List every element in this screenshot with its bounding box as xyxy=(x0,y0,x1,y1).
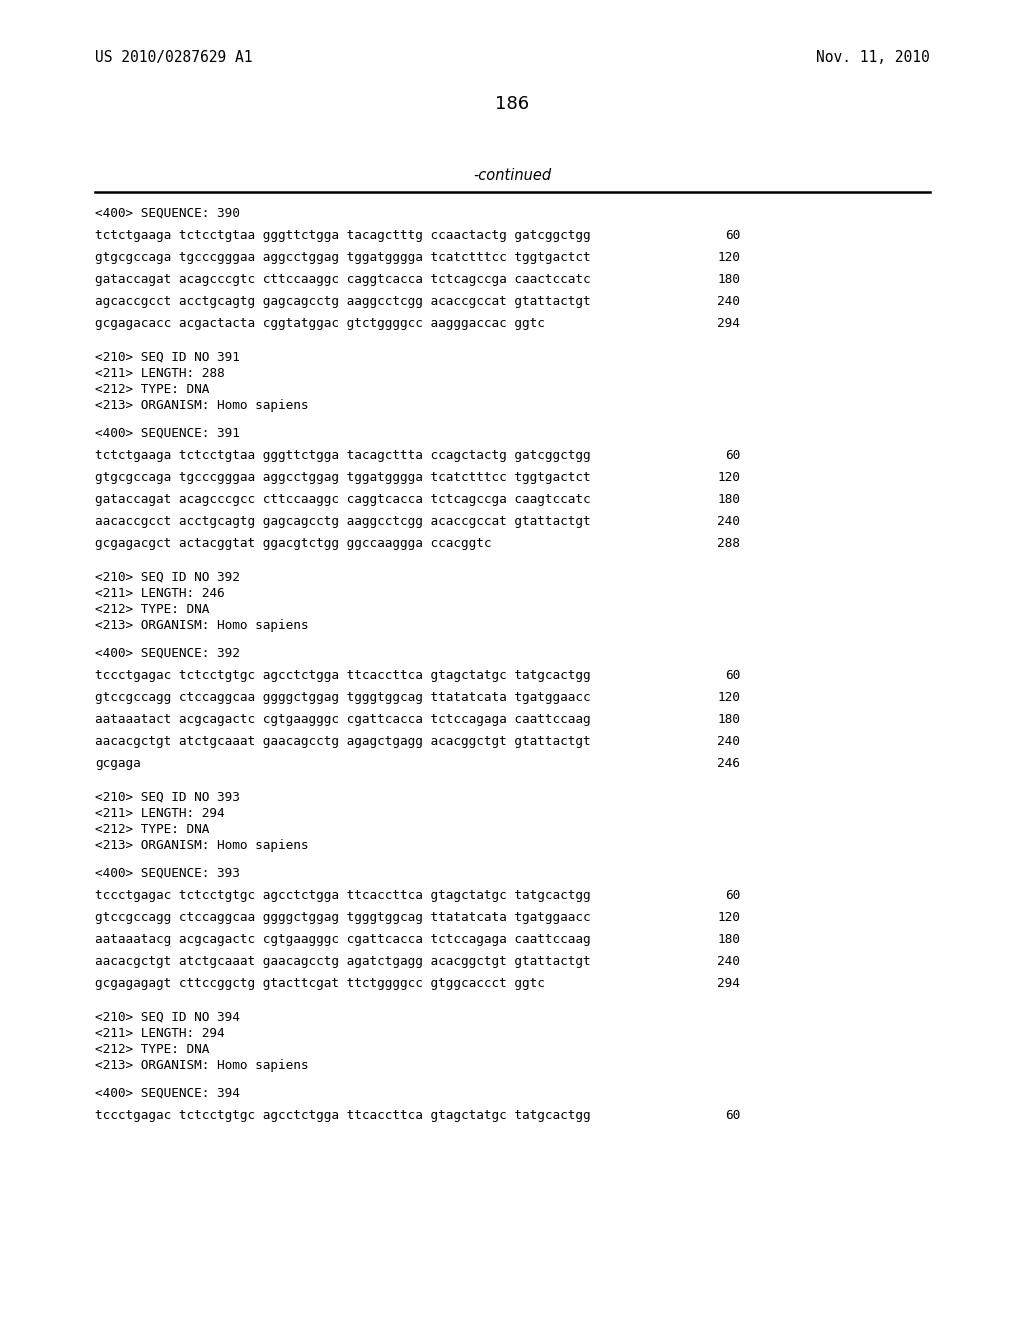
Text: 240: 240 xyxy=(717,954,740,968)
Text: <211> LENGTH: 288: <211> LENGTH: 288 xyxy=(95,367,224,380)
Text: tccctgagac tctcctgtgc agcctctgga ttcaccttca gtagctatgc tatgcactgg: tccctgagac tctcctgtgc agcctctgga ttcacct… xyxy=(95,888,591,902)
Text: 180: 180 xyxy=(717,273,740,286)
Text: 288: 288 xyxy=(717,537,740,550)
Text: <400> SEQUENCE: 393: <400> SEQUENCE: 393 xyxy=(95,867,240,880)
Text: <400> SEQUENCE: 394: <400> SEQUENCE: 394 xyxy=(95,1086,240,1100)
Text: tctctgaaga tctcctgtaa gggttctgga tacagctttg ccaactactg gatcggctgg: tctctgaaga tctcctgtaa gggttctgga tacagct… xyxy=(95,228,591,242)
Text: gcgaga: gcgaga xyxy=(95,756,140,770)
Text: 120: 120 xyxy=(717,471,740,484)
Text: <210> SEQ ID NO 392: <210> SEQ ID NO 392 xyxy=(95,572,240,583)
Text: 120: 120 xyxy=(717,690,740,704)
Text: 294: 294 xyxy=(717,977,740,990)
Text: aataaatacg acgcagactc cgtgaagggc cgattcacca tctccagaga caattccaag: aataaatacg acgcagactc cgtgaagggc cgattca… xyxy=(95,933,591,946)
Text: tccctgagac tctcctgtgc agcctctgga ttcaccttca gtagctatgc tatgcactgg: tccctgagac tctcctgtgc agcctctgga ttcacct… xyxy=(95,669,591,682)
Text: US 2010/0287629 A1: US 2010/0287629 A1 xyxy=(95,50,253,65)
Text: 240: 240 xyxy=(717,515,740,528)
Text: 180: 180 xyxy=(717,933,740,946)
Text: <212> TYPE: DNA: <212> TYPE: DNA xyxy=(95,822,209,836)
Text: <213> ORGANISM: Homo sapiens: <213> ORGANISM: Homo sapiens xyxy=(95,619,308,632)
Text: 120: 120 xyxy=(717,911,740,924)
Text: gcgagacgct actacggtat ggacgtctgg ggccaaggga ccacggtc: gcgagacgct actacggtat ggacgtctgg ggccaag… xyxy=(95,537,492,550)
Text: 294: 294 xyxy=(717,317,740,330)
Text: 60: 60 xyxy=(725,888,740,902)
Text: Nov. 11, 2010: Nov. 11, 2010 xyxy=(816,50,930,65)
Text: gcgagagagt cttccggctg gtacttcgat ttctggggcc gtggcaccct ggtc: gcgagagagt cttccggctg gtacttcgat ttctggg… xyxy=(95,977,545,990)
Text: gataccagat acagcccgcc cttccaaggc caggtcacca tctcagccga caagtccatc: gataccagat acagcccgcc cttccaaggc caggtca… xyxy=(95,492,591,506)
Text: <400> SEQUENCE: 391: <400> SEQUENCE: 391 xyxy=(95,426,240,440)
Text: <210> SEQ ID NO 394: <210> SEQ ID NO 394 xyxy=(95,1011,240,1024)
Text: <213> ORGANISM: Homo sapiens: <213> ORGANISM: Homo sapiens xyxy=(95,840,308,851)
Text: gtgcgccaga tgcccgggaa aggcctggag tggatgggga tcatctttcc tggtgactct: gtgcgccaga tgcccgggaa aggcctggag tggatgg… xyxy=(95,251,591,264)
Text: <212> TYPE: DNA: <212> TYPE: DNA xyxy=(95,1043,209,1056)
Text: <210> SEQ ID NO 393: <210> SEQ ID NO 393 xyxy=(95,791,240,804)
Text: <212> TYPE: DNA: <212> TYPE: DNA xyxy=(95,383,209,396)
Text: aacacgctgt atctgcaaat gaacagcctg agagctgagg acacggctgt gtattactgt: aacacgctgt atctgcaaat gaacagcctg agagctg… xyxy=(95,735,591,748)
Text: aacaccgcct acctgcagtg gagcagcctg aaggcctcgg acaccgccat gtattactgt: aacaccgcct acctgcagtg gagcagcctg aaggcct… xyxy=(95,515,591,528)
Text: tctctgaaga tctcctgtaa gggttctgga tacagcttta ccagctactg gatcggctgg: tctctgaaga tctcctgtaa gggttctgga tacagct… xyxy=(95,449,591,462)
Text: agcaccgcct acctgcagtg gagcagcctg aaggcctcgg acaccgccat gtattactgt: agcaccgcct acctgcagtg gagcagcctg aaggcct… xyxy=(95,294,591,308)
Text: gtgcgccaga tgcccgggaa aggcctggag tggatgggga tcatctttcc tggtgactct: gtgcgccaga tgcccgggaa aggcctggag tggatgg… xyxy=(95,471,591,484)
Text: <213> ORGANISM: Homo sapiens: <213> ORGANISM: Homo sapiens xyxy=(95,1059,308,1072)
Text: gataccagat acagcccgtc cttccaaggc caggtcacca tctcagccga caactccatc: gataccagat acagcccgtc cttccaaggc caggtca… xyxy=(95,273,591,286)
Text: 60: 60 xyxy=(725,228,740,242)
Text: 120: 120 xyxy=(717,251,740,264)
Text: <211> LENGTH: 294: <211> LENGTH: 294 xyxy=(95,807,224,820)
Text: 180: 180 xyxy=(717,713,740,726)
Text: 60: 60 xyxy=(725,669,740,682)
Text: -continued: -continued xyxy=(473,168,551,183)
Text: tccctgagac tctcctgtgc agcctctgga ttcaccttca gtagctatgc tatgcactgg: tccctgagac tctcctgtgc agcctctgga ttcacct… xyxy=(95,1109,591,1122)
Text: gtccgccagg ctccaggcaa ggggctggag tgggtggcag ttatatcata tgatggaacc: gtccgccagg ctccaggcaa ggggctggag tgggtgg… xyxy=(95,690,591,704)
Text: <213> ORGANISM: Homo sapiens: <213> ORGANISM: Homo sapiens xyxy=(95,399,308,412)
Text: 180: 180 xyxy=(717,492,740,506)
Text: 240: 240 xyxy=(717,735,740,748)
Text: aataaatact acgcagactc cgtgaagggc cgattcacca tctccagaga caattccaag: aataaatact acgcagactc cgtgaagggc cgattca… xyxy=(95,713,591,726)
Text: gtccgccagg ctccaggcaa ggggctggag tgggtggcag ttatatcata tgatggaacc: gtccgccagg ctccaggcaa ggggctggag tgggtgg… xyxy=(95,911,591,924)
Text: 240: 240 xyxy=(717,294,740,308)
Text: <210> SEQ ID NO 391: <210> SEQ ID NO 391 xyxy=(95,351,240,364)
Text: <212> TYPE: DNA: <212> TYPE: DNA xyxy=(95,603,209,616)
Text: 60: 60 xyxy=(725,1109,740,1122)
Text: <400> SEQUENCE: 390: <400> SEQUENCE: 390 xyxy=(95,207,240,220)
Text: 246: 246 xyxy=(717,756,740,770)
Text: aacacgctgt atctgcaaat gaacagcctg agatctgagg acacggctgt gtattactgt: aacacgctgt atctgcaaat gaacagcctg agatctg… xyxy=(95,954,591,968)
Text: 186: 186 xyxy=(495,95,529,114)
Text: gcgagacacc acgactacta cggtatggac gtctggggcc aagggaccac ggtc: gcgagacacc acgactacta cggtatggac gtctggg… xyxy=(95,317,545,330)
Text: 60: 60 xyxy=(725,449,740,462)
Text: <211> LENGTH: 294: <211> LENGTH: 294 xyxy=(95,1027,224,1040)
Text: <400> SEQUENCE: 392: <400> SEQUENCE: 392 xyxy=(95,647,240,660)
Text: <211> LENGTH: 246: <211> LENGTH: 246 xyxy=(95,587,224,601)
